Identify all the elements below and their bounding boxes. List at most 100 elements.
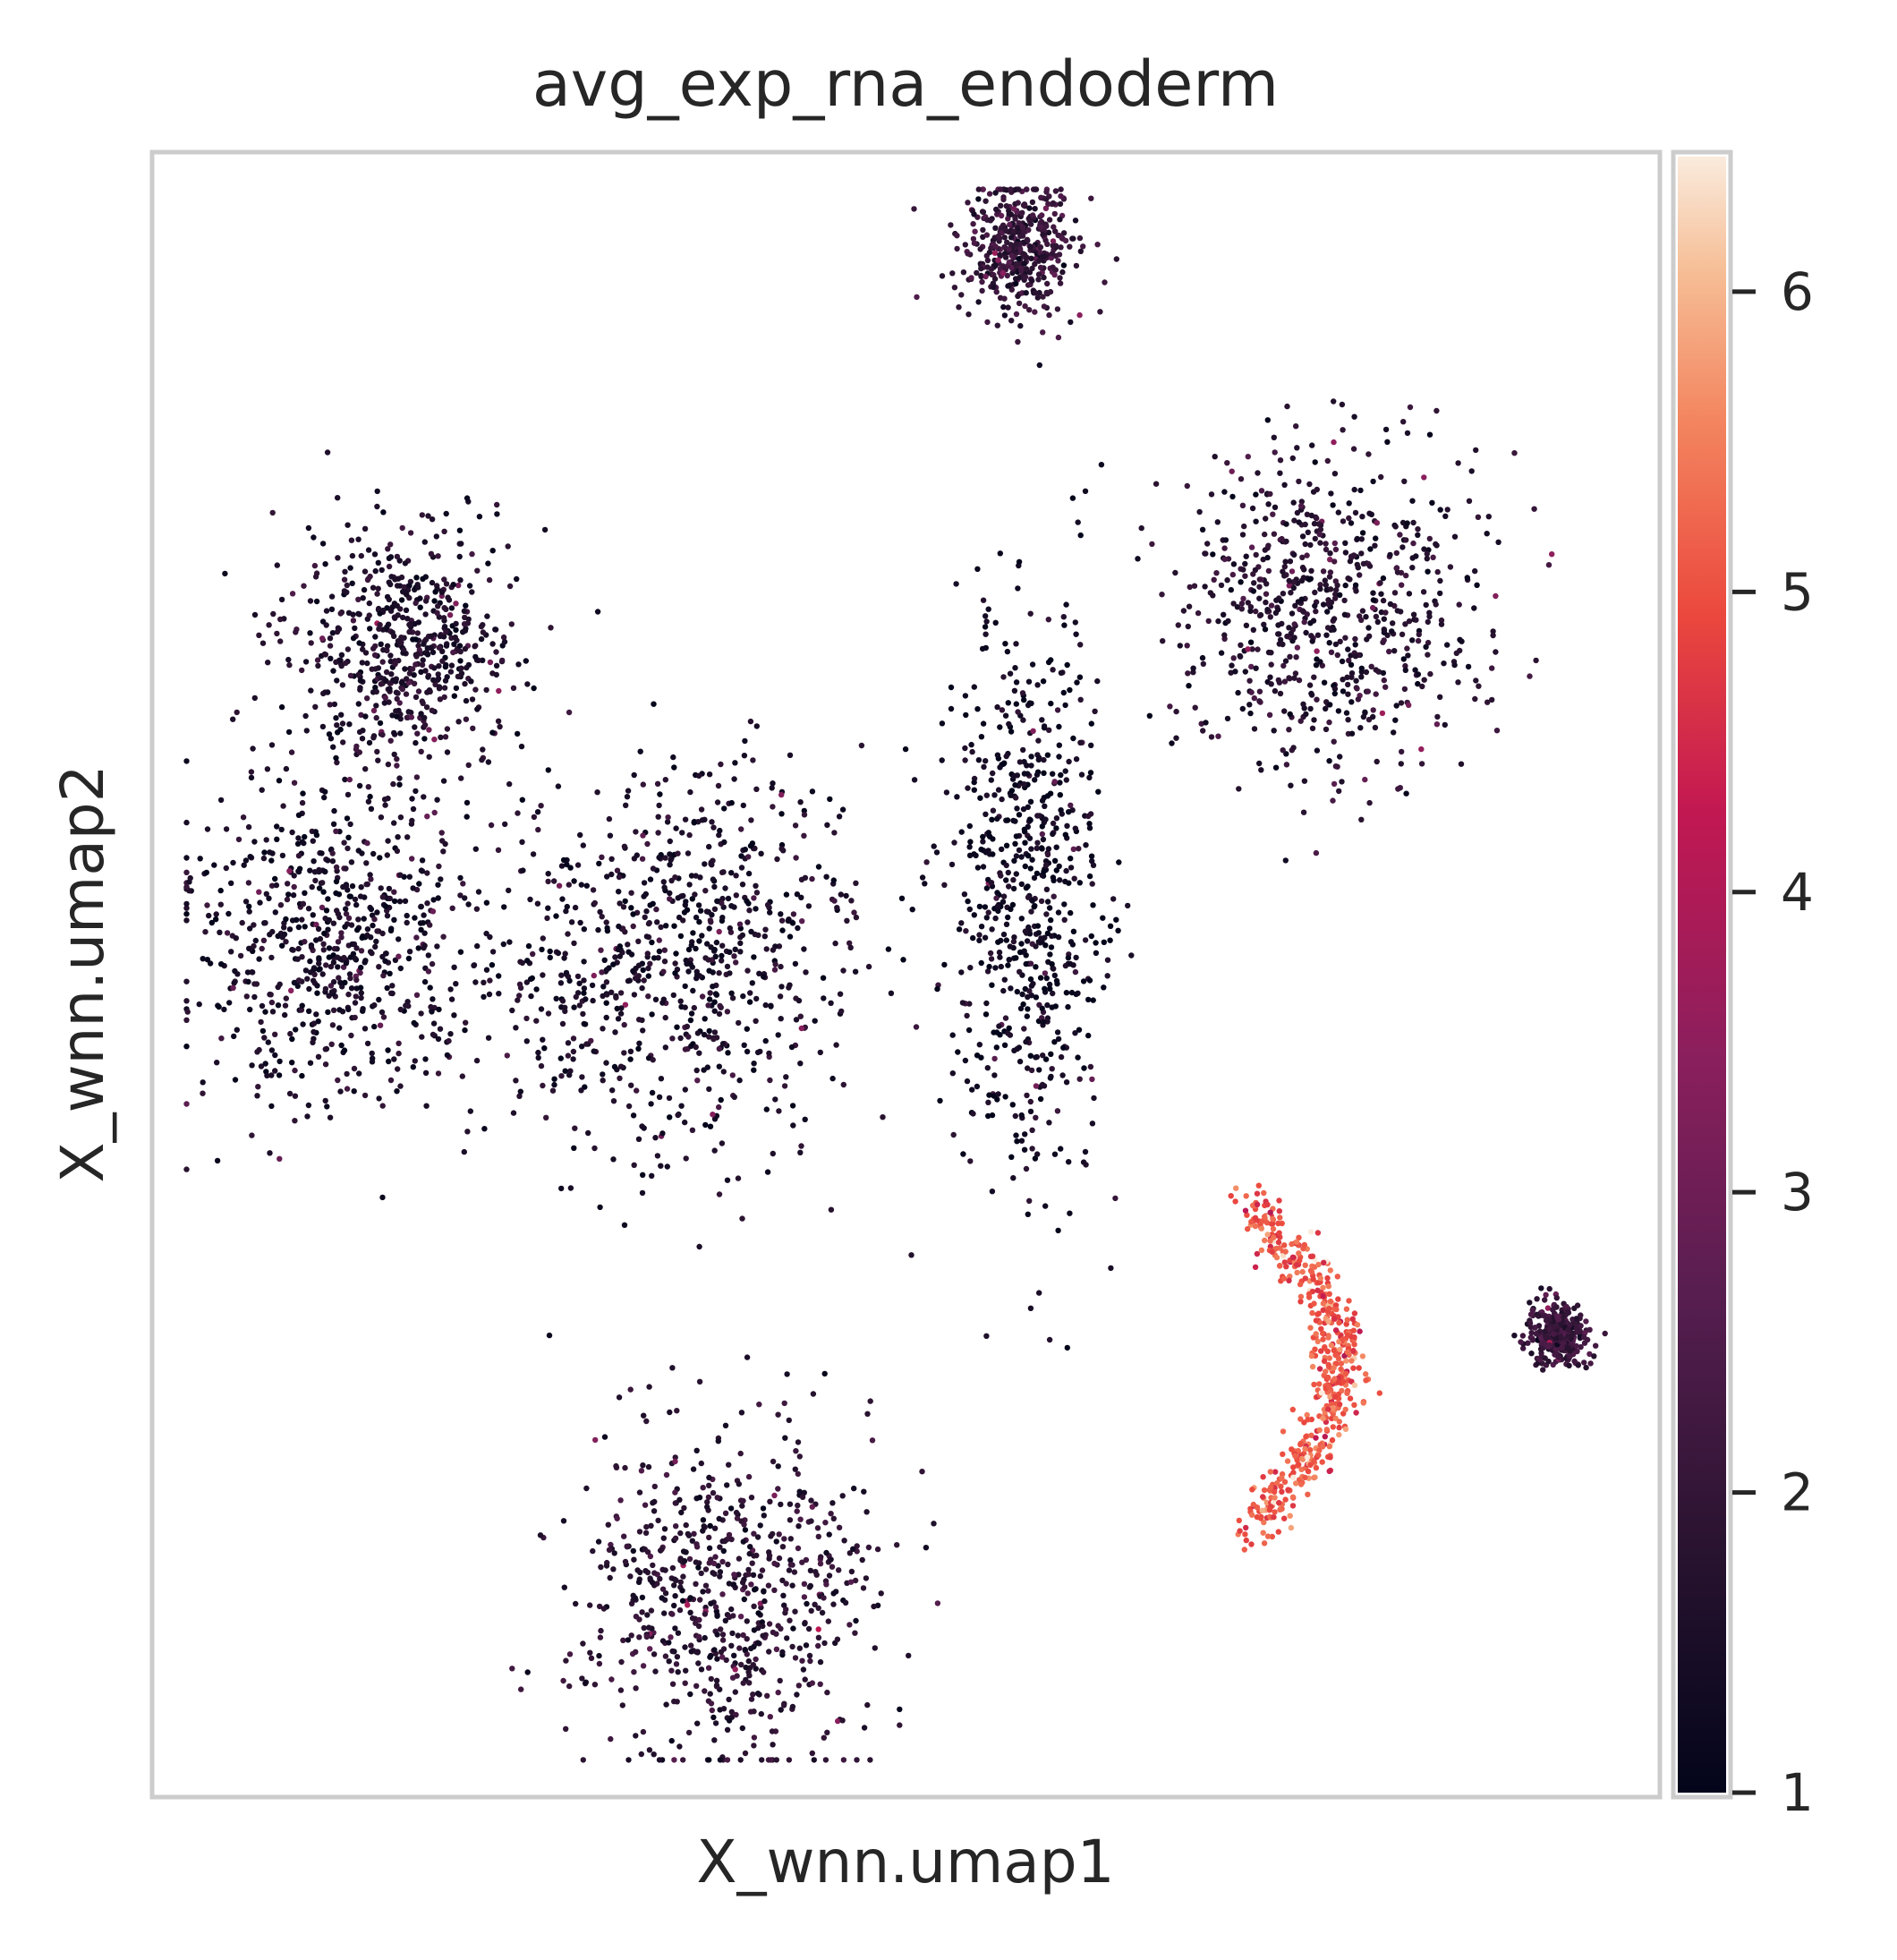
scatter-point [621, 1021, 627, 1028]
scatter-point [341, 576, 348, 583]
scatter-point [1077, 532, 1084, 539]
scatter-point [1251, 726, 1258, 732]
scatter-point [787, 1536, 794, 1542]
scatter-point [462, 895, 468, 901]
scatter-point [1399, 748, 1405, 755]
scatter-point [675, 1112, 681, 1119]
scatter-point [348, 922, 355, 928]
scatter-point [1324, 609, 1331, 615]
scatter-point [1116, 859, 1122, 865]
scatter-point [714, 1495, 720, 1501]
scatter-point [1426, 613, 1433, 620]
scatter-point [1014, 1138, 1020, 1145]
scatter-point [644, 1612, 651, 1618]
scatter-point [986, 249, 993, 256]
scatter-point [616, 889, 622, 895]
scatter-point [489, 962, 496, 968]
scatter-point [1085, 996, 1092, 1003]
scatter-point [391, 898, 398, 905]
scatter-point [1350, 1348, 1357, 1354]
scatter-point [576, 980, 583, 987]
scatter-point [1350, 446, 1357, 452]
scatter-point [731, 1572, 737, 1578]
scatter-point [310, 534, 317, 541]
scatter-point [1011, 772, 1017, 780]
scatter-point [906, 1652, 912, 1659]
scatter-point [295, 924, 302, 931]
scatter-point [1051, 779, 1058, 785]
scatter-point [1215, 618, 1221, 625]
scatter-point [343, 660, 349, 667]
scatter-point [795, 1523, 802, 1530]
scatter-point [1280, 591, 1287, 597]
scatter-point [815, 864, 822, 870]
scatter-point [292, 1093, 299, 1099]
scatter-point [515, 661, 522, 668]
scatter-point [403, 607, 410, 613]
scatter-point [978, 734, 985, 740]
scatter-point [1192, 704, 1198, 711]
scatter-point [366, 739, 373, 746]
scatter-point [338, 662, 345, 669]
scatter-point [204, 902, 210, 908]
scatter-point [453, 685, 460, 692]
scatter-point [1184, 643, 1190, 649]
scatter-point [988, 880, 995, 886]
scatter-point [333, 828, 339, 834]
scatter-point [1300, 809, 1307, 815]
scatter-point [744, 1636, 750, 1642]
scatter-point [1444, 507, 1450, 513]
scatter-point [961, 891, 968, 898]
scatter-point [966, 822, 974, 830]
scatter-point [1005, 869, 1012, 876]
scatter-point [975, 299, 982, 305]
scatter-point [1017, 274, 1023, 281]
scatter-point [919, 1469, 925, 1475]
scatter-point [1016, 847, 1023, 854]
scatter-point [727, 949, 733, 956]
scatter-point [885, 946, 892, 952]
scatter-point [1022, 863, 1029, 870]
scatter-point [428, 550, 435, 557]
scatter-point [397, 1083, 404, 1089]
scatter-point [789, 1643, 795, 1650]
scatter-point [630, 911, 636, 917]
scatter-point [705, 957, 711, 963]
scatter-point [1330, 1405, 1336, 1411]
scatter-point [1015, 709, 1021, 715]
scatter-point [721, 1538, 728, 1545]
scatter-point [1262, 547, 1269, 553]
scatter-point [765, 1582, 772, 1589]
scatter-point [251, 942, 257, 950]
scatter-point [520, 867, 526, 873]
scatter-point [1402, 667, 1409, 673]
scatter-point [342, 776, 348, 783]
scatter-point [1044, 241, 1051, 247]
scatter-point [345, 646, 352, 652]
scatter-point [380, 972, 387, 979]
scatter-point [283, 765, 290, 772]
scatter-point [829, 1564, 836, 1570]
scatter-point [1415, 526, 1421, 533]
scatter-point [572, 1125, 578, 1131]
scatter-point [621, 843, 628, 849]
scatter-point [695, 772, 702, 779]
scatter-point [310, 977, 317, 984]
scatter-point [751, 895, 757, 901]
scatter-point [1086, 873, 1093, 880]
scatter-point [1493, 592, 1499, 600]
scatter-point [294, 983, 301, 990]
scatter-point [654, 1581, 660, 1587]
scatter-point [247, 925, 253, 932]
scatter-point [1290, 584, 1297, 592]
scatter-point [902, 746, 909, 753]
scatter-point [310, 858, 317, 865]
scatter-point [1087, 1063, 1094, 1070]
scatter-point [1252, 1214, 1259, 1222]
scatter-point [1046, 1120, 1052, 1126]
scatter-point [988, 777, 995, 783]
scatter-point [1054, 1029, 1061, 1035]
scatter-point [710, 969, 716, 976]
scatter-point [1321, 679, 1328, 686]
scatter-point [461, 608, 468, 614]
